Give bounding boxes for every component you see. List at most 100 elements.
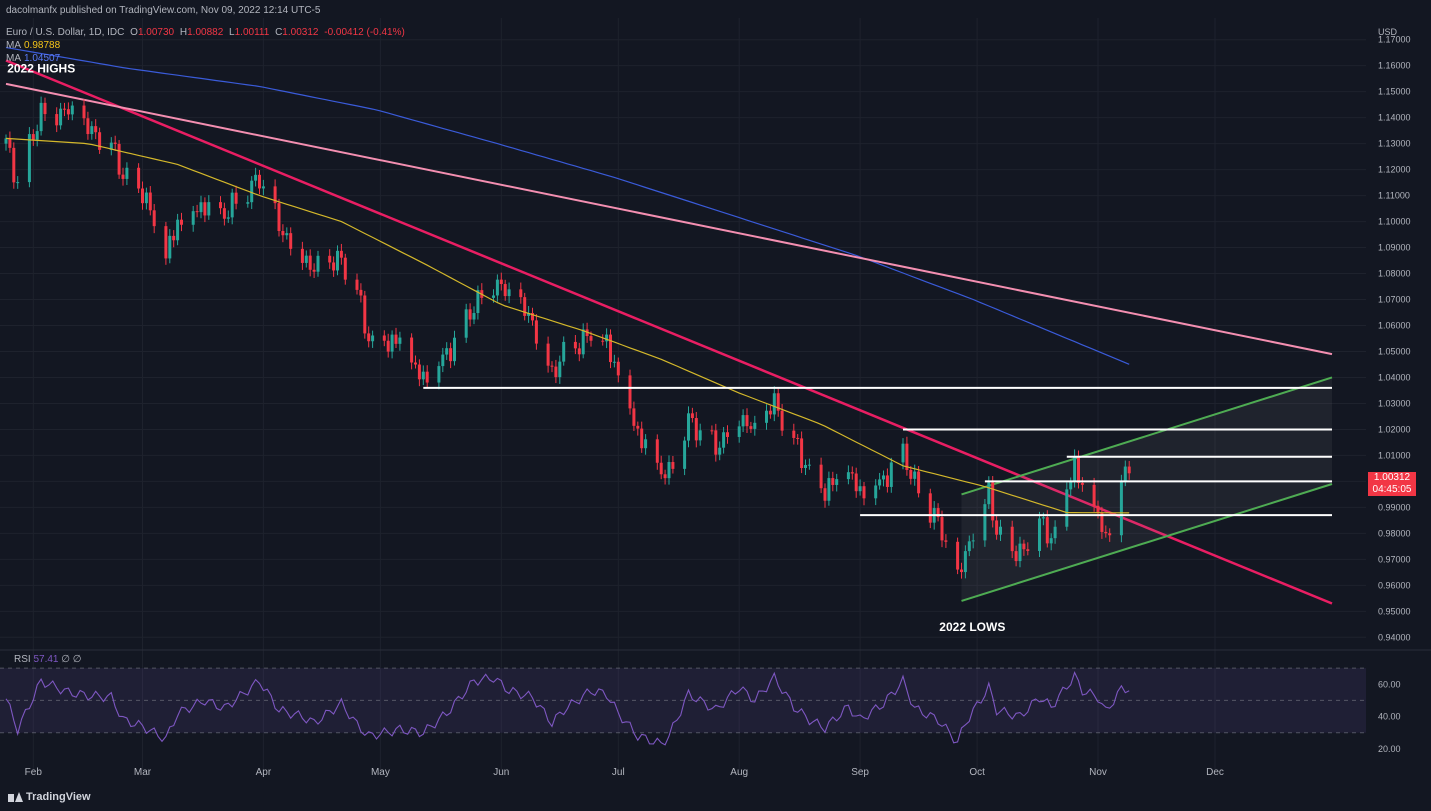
price-tick-label: 1.17000 [1378,35,1411,45]
ma50-legend[interactable]: MA 0.98788 [6,40,63,51]
rsi-legend[interactable]: RSI 57.41 ∅ ∅ [14,654,81,665]
candle-body [66,109,70,115]
low-label: L [229,27,235,38]
candle-body [971,540,975,542]
candle-body [98,132,102,150]
candle-body [831,478,835,485]
candle-body [636,425,640,429]
candle-body [999,526,1002,535]
candle-body [312,269,316,272]
price-tick-label: 1.12000 [1378,165,1411,175]
candle-body [1100,513,1104,532]
price-tick-label: 1.10000 [1378,217,1411,227]
time-axis[interactable]: Feb Mar Apr May Jun Jul Aug Sep Oct Nov Dec [25,767,1224,778]
last-price: 1.00312 [1373,472,1411,483]
candle-body [464,309,468,338]
candle-body [940,517,944,541]
candle-body [1104,531,1108,534]
price-tick-label: 1.06000 [1378,321,1411,331]
price-tick-label: 1.01000 [1378,450,1411,460]
candle-body [1049,538,1053,544]
candle-body [1045,517,1049,544]
candle-body [983,504,987,541]
price-tick-label: 0.97000 [1378,554,1411,564]
price-tick-label: 1.05000 [1378,346,1411,356]
candle-body [714,430,718,455]
candle-body [1077,456,1080,483]
candle-body [359,289,363,296]
candle-body [316,255,320,272]
candle-body [960,569,963,573]
candle-body [246,202,250,204]
candle-body [300,248,304,263]
rsi-extra: ∅ ∅ [61,654,82,665]
candle-body [850,472,854,474]
candle-body [655,439,659,463]
candle-body [878,479,882,486]
time-tick-label: Aug [730,767,748,778]
candle-body [16,182,20,184]
chart-annotation: 2022 HIGHS [7,61,75,75]
candle-body [726,432,729,437]
candle-body [1127,466,1131,474]
candle-body [632,408,636,426]
candle-body [289,233,293,249]
symbol-label[interactable]: Euro / U.S. Dollar, 1D, IDC [6,27,125,38]
price-tick-label: 1.14000 [1378,113,1411,123]
candle-body [125,167,129,179]
candle-body [963,551,967,573]
ma200-value: 1.04507 [24,53,61,64]
candle-body [1038,518,1041,551]
open-label: O [130,27,138,38]
ohlc-legend: Euro / U.S. Dollar, 1D, IDC O1.00730 H1.… [6,27,408,38]
candle-body [1065,489,1069,527]
candle-body [355,279,359,290]
candle-body [503,284,507,297]
candle-body [780,410,784,431]
candle-body [745,415,749,427]
channel-upper-line [961,376,1333,496]
candle-body [12,147,16,183]
candle-body [1096,505,1100,514]
candle-body [523,297,527,316]
brand-label: TradingView [26,791,91,803]
candle-body [644,439,648,449]
candle-body [277,203,281,231]
candle-body [698,430,702,441]
candle-body [710,430,714,432]
candle-body [562,341,566,362]
candle-body [39,102,43,132]
time-tick-label: Jun [493,767,509,778]
candle-body [1108,533,1112,536]
rsi-tick-label: 40.00 [1378,712,1401,722]
candle-body [991,482,995,521]
candle-body [164,226,168,259]
ma200-legend[interactable]: MA 1.04507 [6,53,63,64]
candle-body [1053,526,1057,539]
candle-body [328,255,332,263]
candle-body [207,202,211,216]
candle-body [753,422,757,429]
time-tick-label: Apr [256,767,272,778]
tradingview-brand[interactable]: TradingView [8,791,91,803]
candle-body [741,415,745,427]
candle-body [453,337,456,362]
candle-body [667,462,671,479]
candle-body [609,334,612,363]
price-tick-label: 0.96000 [1378,580,1411,590]
candle-body [765,410,768,423]
candle-body [807,464,811,466]
candle-body [628,375,632,409]
grid [0,18,1431,770]
candle-body [874,485,878,499]
candle-body [472,313,476,320]
candle-body [882,475,885,480]
candle-body [43,102,47,115]
candle-body [772,393,776,415]
candle-body [1026,549,1030,551]
candle-body [441,354,445,367]
candle-body [410,337,414,363]
rsi-line [5,670,1130,746]
